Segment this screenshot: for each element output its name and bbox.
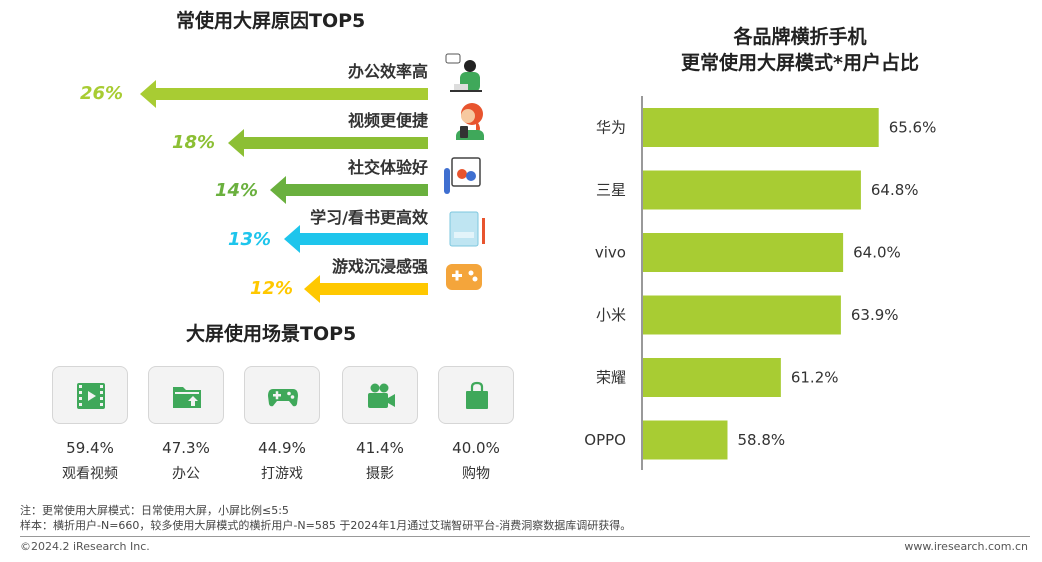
reasons-title: 常使用大屏原因TOP5 <box>176 10 366 32</box>
social-chat-illustration <box>444 157 481 194</box>
bar-1 <box>643 170 861 210</box>
scenes-title: 大屏使用场景TOP5 <box>186 323 357 345</box>
camera-icon <box>368 383 395 408</box>
note-sample: 样本：横折用户-N=660，较多使用大屏模式的横折用户-N=585 于2024年… <box>20 519 632 532</box>
reason-arrow-2 <box>270 176 428 204</box>
scene-value-3: 41.4% <box>356 439 404 457</box>
category-label-0: 华为 <box>596 119 626 137</box>
scene-card-shopping <box>438 366 514 424</box>
reason-arrows <box>140 80 428 303</box>
office-worker-illustration <box>445 53 482 92</box>
reason-value-3: 13% <box>228 229 272 250</box>
reason-value-0: 26% <box>80 83 124 104</box>
category-label-1: 三星 <box>596 181 626 199</box>
category-label-5: OPPO <box>584 431 626 449</box>
reason-arrow-4 <box>304 275 428 303</box>
scene-value-1: 47.3% <box>162 439 210 457</box>
value-label-4: 61.2% <box>791 369 839 387</box>
reason-label-3: 学习/看书更高效 <box>310 208 428 227</box>
video-icon <box>77 383 105 409</box>
scene-name-4: 购物 <box>462 466 490 482</box>
scene-value-2: 44.9% <box>258 439 306 457</box>
reason-label-4: 游戏沉浸感强 <box>331 257 428 276</box>
bar-4 <box>643 358 781 397</box>
scene-name-3: 摄影 <box>366 466 394 482</box>
footer-copyright: ©2024.2 iResearch Inc. <box>20 540 150 553</box>
folder-icon <box>173 387 201 408</box>
reason-value-1: 18% <box>172 132 216 153</box>
value-label-0: 65.6% <box>889 119 937 137</box>
shopping-bag-icon <box>466 381 488 409</box>
value-label-2: 64.0% <box>853 244 901 262</box>
chart-title-line2: 更常使用大屏模式*用户占比 <box>681 52 919 74</box>
scene-card-video <box>52 366 128 424</box>
bar-0 <box>643 108 879 147</box>
footer-divider <box>20 536 1030 537</box>
scene-card-office <box>148 366 224 424</box>
footer-website: www.iresearch.com.cn <box>904 540 1028 553</box>
value-label-5: 58.8% <box>737 431 785 449</box>
scene-name-1: 办公 <box>172 466 200 482</box>
bar-2 <box>643 233 844 272</box>
reason-label-1: 视频更便捷 <box>347 111 428 130</box>
bar-5 <box>643 420 728 460</box>
value-label-3: 63.9% <box>851 306 899 324</box>
game-controller-illustration <box>446 264 482 290</box>
scene-name-0: 观看视频 <box>62 466 118 482</box>
reason-arrow-3 <box>284 225 428 253</box>
reason-arrow-1 <box>228 129 428 157</box>
reason-arrow-0 <box>140 80 428 108</box>
scene-value-4: 40.0% <box>452 439 500 457</box>
value-label-1: 64.8% <box>871 181 919 199</box>
book-illustration <box>449 211 485 247</box>
reason-label-2: 社交体验好 <box>347 158 428 177</box>
category-label-4: 荣耀 <box>596 369 626 387</box>
brand-bar-chart: 华为 65.6% 三星 64.8% vivo 64.0% 小米 63.9% 荣耀 61.2% OPP… <box>584 96 937 470</box>
bar-3 <box>643 295 841 335</box>
scene-card-gaming <box>244 366 320 424</box>
reason-value-4: 12% <box>250 278 294 299</box>
chart-title-line1: 各品牌横折手机 <box>733 26 867 48</box>
category-label-2: vivo <box>595 244 626 262</box>
video-viewer-illustration <box>456 103 484 140</box>
reason-label-0: 办公效率高 <box>347 62 428 81</box>
scene-name-2: 打游戏 <box>261 466 303 482</box>
category-label-3: 小米 <box>596 306 626 324</box>
reason-value-2: 14% <box>215 180 259 201</box>
scene-value-0: 59.4% <box>66 439 114 457</box>
gamepad-icon <box>268 389 298 407</box>
note-definition: 注：更常使用大屏模式：日常使用大屏，小屏比例≤5:5 <box>20 504 289 517</box>
scene-card-camera <box>342 366 418 424</box>
